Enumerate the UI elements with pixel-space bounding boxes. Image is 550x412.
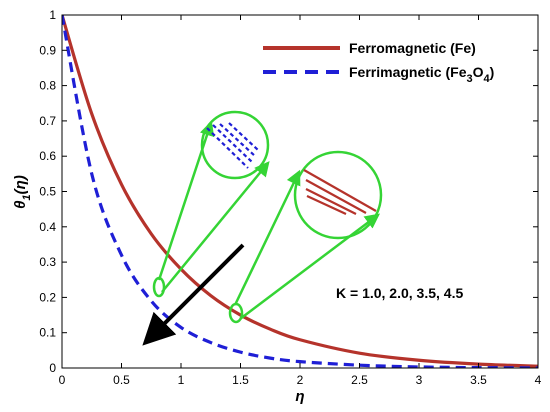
x-tick-label: 0.5 [113,373,130,387]
parameter-trend-arrow [142,243,245,346]
legend-label-ferrimagnetic: Ferrimagnetic (Fe3O4) [349,64,494,85]
x-tick-label: 1.5 [232,373,249,387]
y-tick-label: 0.2 [39,290,56,304]
y-tick-label: 0.9 [39,43,56,57]
x-axis-label: η [295,388,304,405]
series-line-ferrimagnetic [62,15,538,368]
y-tick-label: 0.3 [39,255,56,269]
parameter-annotation: K = 1.0, 2.0, 3.5, 4.5 [336,285,463,301]
series-line-ferromagnetic [62,15,538,368]
zoom-lens-red [293,150,383,240]
x-tick-label: 2.5 [351,373,368,387]
legend: Ferromagnetic (Fe) Ferrimagnetic (Fe3O4) [263,40,494,85]
zoom-arrow-red-lower [239,213,380,320]
y-tick-label: 0.7 [39,114,56,128]
zoom-arrow-blue-lower [161,161,270,293]
y-axis-label: θ1(η) [12,175,33,209]
plot-area [62,15,538,368]
x-axis: 0 0.5 1 1.5 2 2.5 3 3.5 4 [59,15,542,387]
x-tick-label: 1 [178,373,185,387]
zoom-arrow-red-upper [233,169,301,306]
x-tick-label: 3 [416,373,423,387]
zoom-lens-blue [200,110,270,180]
zoom-arrow-blue-upper [157,120,215,281]
y-tick-label: 0.8 [39,79,56,93]
zoom-callouts [152,110,383,324]
zoom-lens-blue-content [206,122,259,169]
y-tick-label: 0.1 [39,326,56,340]
legend-label-ferromagnetic: Ferromagnetic (Fe) [349,40,476,56]
y-tick-label: 0.6 [39,149,56,163]
x-tick-label: 2 [297,373,304,387]
x-tick-label: 3.5 [470,373,487,387]
y-tick-label: 0.5 [39,185,56,199]
zoom-lens-red-content [303,169,377,215]
y-tick-label: 1 [49,8,56,22]
y-tick-label: 0 [49,361,56,375]
x-tick-label: 4 [535,373,542,387]
y-tick-label: 0.4 [39,220,56,234]
x-tick-label: 0 [59,373,66,387]
y-axis: 0 0.1 0.2 0.3 0.4 0.5 0.6 0.7 0.8 0.9 1 [39,8,538,375]
